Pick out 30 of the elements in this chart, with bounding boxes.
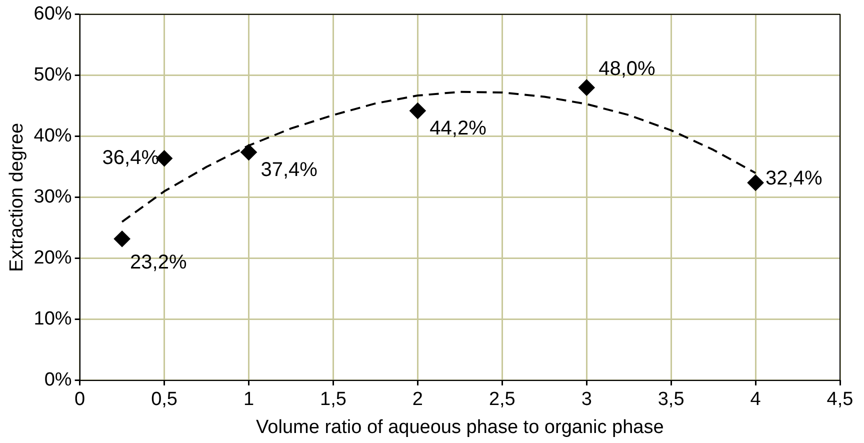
y-tick-label: 10% xyxy=(34,308,72,330)
point xyxy=(410,102,426,119)
x-tick-label: 3,5 xyxy=(658,389,684,410)
x-tick-label: 2,5 xyxy=(488,389,516,410)
y-tick-label: 30% xyxy=(34,186,72,208)
x-tick-label: 1,5 xyxy=(320,389,346,410)
point xyxy=(748,174,764,191)
x-tick-label: 2 xyxy=(412,389,423,410)
y-tick-label: 40% xyxy=(34,126,72,147)
data-label: 32,4% xyxy=(766,167,822,190)
data-label: 23,2% xyxy=(130,251,187,274)
y-tick-label: 60% xyxy=(34,4,72,25)
point xyxy=(240,144,257,160)
x-tick-label: 1 xyxy=(243,389,254,410)
x-tick-label: 0 xyxy=(74,389,86,410)
x-tick-label: 3 xyxy=(581,389,592,410)
data-label: 36,4% xyxy=(102,146,160,169)
data-label: 37,4% xyxy=(260,158,318,181)
y-tick-label: 0% xyxy=(44,370,72,391)
x-tick-label: 4 xyxy=(750,389,762,410)
data-label: 48,0% xyxy=(598,58,656,80)
x-axis-title: Volume ratio of aqueous phase to organic phase xyxy=(256,416,664,438)
point xyxy=(114,230,130,247)
x-tick-label: 4,5 xyxy=(826,389,854,410)
y-tick-label: 20% xyxy=(34,248,72,269)
y-axis-title: Extraction degree xyxy=(6,122,28,272)
y-tick-label: 50% xyxy=(34,64,72,86)
point xyxy=(578,80,595,96)
x-tick-label: 0,5 xyxy=(151,389,178,410)
data-label: 44,2% xyxy=(430,117,487,140)
